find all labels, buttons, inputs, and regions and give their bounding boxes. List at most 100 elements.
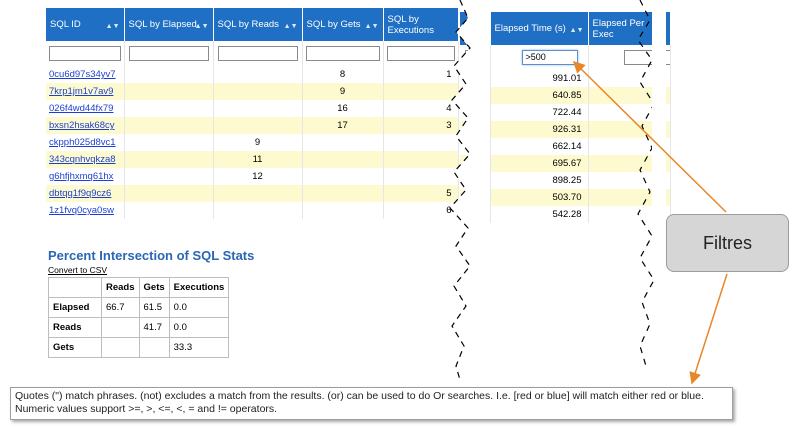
value-cell	[124, 202, 214, 219]
table-row: Reads 41.7 0.0	[48, 317, 230, 338]
sql-id-link[interactable]: g6hfjhxmq61hx	[49, 171, 114, 182]
elapsed-time-cell: 722.44	[490, 104, 589, 121]
pct-row-label: Elapsed	[48, 297, 102, 318]
value-cell: 6	[383, 202, 459, 219]
col-header-sql-by-reads[interactable]: SQL by Reads ▲▼	[213, 8, 303, 41]
value-cell	[383, 168, 459, 185]
filter-gets-input[interactable]	[305, 46, 380, 61]
pct-row-label: Gets	[48, 337, 102, 358]
value-cell	[124, 66, 214, 83]
elapsed-time-cell: 503.70	[490, 189, 589, 206]
elapsed-time-cell: 991.01	[490, 70, 589, 87]
sql-id-link[interactable]: dbtqq1f9q9cz6	[49, 188, 112, 199]
filter-elapsed-input[interactable]	[128, 46, 209, 61]
pct-col-empty	[48, 277, 102, 298]
table-row: 343cqnhvqkza8 11	[46, 151, 459, 168]
pct-cell	[101, 337, 140, 358]
value-cell	[124, 117, 214, 134]
right-edge-mask	[652, 0, 666, 240]
pct-cell: 61.5	[138, 297, 170, 318]
sql-id-link[interactable]: 026f4wd44fx79	[49, 103, 114, 114]
filter-help-tooltip: Quotes (") match phrases. (not) excludes…	[10, 387, 733, 420]
value-cell: 9	[213, 134, 303, 151]
value-cell	[124, 151, 214, 168]
sql-id-cell: 1z1fvq0cya0sw	[46, 202, 125, 219]
sql-id-cell: 7krp1jm1v7av9	[46, 83, 125, 100]
value-cell	[383, 134, 459, 151]
col-header-sql-by-elapsed[interactable]: SQL by Elapsed ▲▼	[124, 8, 214, 41]
value-cell	[302, 151, 384, 168]
value-cell	[213, 117, 303, 134]
table-row: 7krp1jm1v7av9 9	[46, 83, 459, 100]
sql-id-cell: 026f4wd44fx79	[46, 100, 125, 117]
table-row: ckpph025d8vc1 9	[46, 134, 459, 151]
value-cell: 17	[302, 117, 384, 134]
percent-section-title: Percent Intersection of SQL Stats	[48, 248, 255, 263]
sort-icon[interactable]: ▲▼	[105, 23, 120, 30]
pct-cell	[101, 317, 140, 338]
filter-elapsed-time-input[interactable]: >500	[521, 50, 578, 65]
value-cell: 1	[383, 66, 459, 83]
sql-id-cell: ckpph025d8vc1	[46, 134, 125, 151]
sort-icon[interactable]: ▲▼	[569, 27, 584, 34]
value-cell	[302, 134, 384, 151]
table-row: 026f4wd44fx79 16 4	[46, 100, 459, 117]
tooltip-line-1: Quotes (") match phrases. (not) excludes…	[15, 390, 704, 402]
value-cell	[302, 168, 384, 185]
value-cell	[213, 100, 303, 117]
torn-edge-divider	[449, 0, 490, 380]
table-row: Gets 33.3	[48, 337, 230, 358]
value-cell	[383, 151, 459, 168]
value-cell: 11	[213, 151, 303, 168]
value-cell	[124, 100, 214, 117]
pct-cell: 33.3	[168, 337, 230, 358]
elapsed-time-cell: 898.25	[490, 172, 589, 189]
col-header-sql-id[interactable]: SQL ID ▲▼	[46, 8, 125, 41]
table-row: g6hfjhxmq61hx 12	[46, 168, 459, 185]
value-cell: 12	[213, 168, 303, 185]
filter-reads-input[interactable]	[217, 46, 298, 61]
sql-id-cell: dbtqq1f9q9cz6	[46, 185, 125, 202]
table-row: dbtqq1f9q9cz6 5	[46, 185, 459, 202]
value-cell	[213, 66, 303, 83]
percent-intersection-table: Reads Gets Executions Elapsed 66.7 61.5 …	[48, 277, 230, 358]
value-cell: 5	[383, 185, 459, 202]
value-cell	[124, 185, 214, 202]
value-cell: 9	[302, 83, 384, 100]
value-cell	[124, 134, 214, 151]
elapsed-time-cell: 926.31	[490, 121, 589, 138]
sql-id-link[interactable]: bxsn2hsak68cy	[49, 120, 115, 131]
sql-id-link[interactable]: 7krp1jm1v7av9	[49, 86, 114, 97]
sql-id-link[interactable]: 1z1fvq0cya0sw	[49, 205, 114, 216]
sort-icon[interactable]: ▲▼	[194, 23, 209, 30]
sql-id-link[interactable]: 343cqnhvqkza8	[49, 154, 116, 165]
table-row: 0cu6d97s34yv7 8 1	[46, 66, 459, 83]
table-row: 1z1fvq0cya0sw 6	[46, 202, 459, 219]
elapsed-time-cell: 640.85	[490, 87, 589, 104]
value-cell	[213, 185, 303, 202]
filter-executions-input[interactable]	[386, 46, 455, 61]
col-header-elapsed-time[interactable]: Elapsed Time (s) ▲▼	[490, 12, 589, 45]
pct-col-gets: Gets	[138, 277, 170, 298]
value-cell	[213, 202, 303, 219]
filter-sql-id-input[interactable]	[49, 46, 121, 61]
pct-cell: 0.0	[168, 317, 230, 338]
sql-id-link[interactable]: 0cu6d97s34yv7	[49, 69, 116, 80]
convert-to-csv-link[interactable]: Convert to CSV	[48, 265, 108, 275]
elapsed-time-cell: 542.28	[490, 206, 589, 223]
value-cell	[302, 202, 384, 219]
sort-icon[interactable]: ▲▼	[283, 23, 298, 30]
arrow-to-tooltip	[689, 273, 728, 385]
sql-id-link[interactable]: ckpph025d8vc1	[49, 137, 116, 148]
filtres-callout: Filtres	[666, 214, 789, 272]
sort-icon[interactable]: ▲▼	[364, 23, 379, 30]
col-header-sql-by-gets[interactable]: SQL by Gets ▲▼	[302, 8, 384, 41]
col-header-sql-by-executions[interactable]: SQL by Executions	[383, 8, 459, 41]
value-cell: 3	[383, 117, 459, 134]
pct-cell	[138, 337, 170, 358]
pct-cell: 0.0	[168, 297, 230, 318]
sql-id-cell: 0cu6d97s34yv7	[46, 66, 125, 83]
value-cell	[124, 83, 214, 100]
pct-row-label: Reads	[48, 317, 102, 338]
pct-col-executions: Executions	[168, 277, 230, 298]
